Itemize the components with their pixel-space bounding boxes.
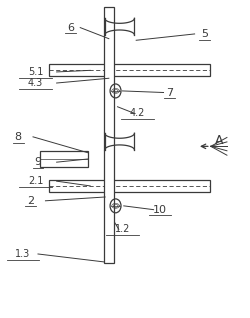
Text: 10: 10 — [153, 205, 167, 215]
Polygon shape — [49, 180, 210, 192]
Text: 2.1: 2.1 — [28, 176, 43, 186]
Text: 4.2: 4.2 — [130, 108, 145, 118]
Text: 7: 7 — [166, 87, 173, 98]
Text: 8: 8 — [14, 132, 22, 142]
Text: 1.2: 1.2 — [115, 224, 130, 234]
Text: 1.3: 1.3 — [16, 249, 31, 259]
Text: 6: 6 — [67, 23, 74, 33]
Text: 2: 2 — [27, 196, 34, 206]
Text: 5.1: 5.1 — [28, 67, 43, 77]
Text: 9: 9 — [34, 157, 42, 167]
Polygon shape — [40, 151, 88, 167]
Polygon shape — [49, 64, 210, 76]
Text: 5: 5 — [201, 29, 208, 39]
Text: 4.3: 4.3 — [28, 78, 43, 88]
Polygon shape — [104, 7, 114, 264]
Text: A: A — [215, 134, 224, 147]
